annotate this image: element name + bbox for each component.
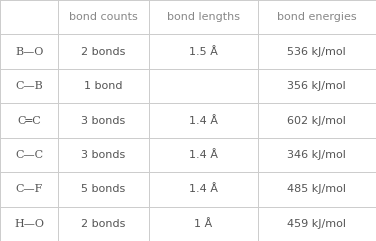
Bar bbox=[58, 103, 149, 138]
Text: 346 kJ/mol: 346 kJ/mol bbox=[287, 150, 346, 160]
Bar bbox=[258, 172, 376, 207]
Text: C═C: C═C bbox=[17, 115, 41, 126]
Bar bbox=[0, 34, 58, 69]
Text: 2 bonds: 2 bonds bbox=[81, 47, 126, 57]
Bar bbox=[58, 0, 149, 34]
Text: H—O: H—O bbox=[14, 219, 44, 229]
Text: bond lengths: bond lengths bbox=[167, 12, 240, 22]
Text: 602 kJ/mol: 602 kJ/mol bbox=[287, 115, 346, 126]
Text: 1.5 Å: 1.5 Å bbox=[189, 47, 217, 57]
Text: 5 bonds: 5 bonds bbox=[81, 184, 126, 194]
Text: 485 kJ/mol: 485 kJ/mol bbox=[287, 184, 346, 194]
Text: 1 bond: 1 bond bbox=[84, 81, 123, 91]
Text: 1.4 Å: 1.4 Å bbox=[188, 184, 218, 194]
Bar bbox=[149, 69, 258, 103]
Text: 2 bonds: 2 bonds bbox=[81, 219, 126, 229]
Bar bbox=[0, 0, 58, 34]
Bar bbox=[258, 138, 376, 172]
Bar bbox=[258, 0, 376, 34]
Text: 459 kJ/mol: 459 kJ/mol bbox=[287, 219, 346, 229]
Bar bbox=[258, 69, 376, 103]
Text: bond energies: bond energies bbox=[277, 12, 356, 22]
Bar bbox=[0, 207, 58, 241]
Bar bbox=[58, 138, 149, 172]
Text: 536 kJ/mol: 536 kJ/mol bbox=[287, 47, 346, 57]
Bar bbox=[149, 172, 258, 207]
Text: 356 kJ/mol: 356 kJ/mol bbox=[287, 81, 346, 91]
Bar bbox=[58, 172, 149, 207]
Bar bbox=[258, 34, 376, 69]
Bar bbox=[258, 207, 376, 241]
Text: C—C: C—C bbox=[15, 150, 43, 160]
Bar bbox=[149, 207, 258, 241]
Text: B—O: B—O bbox=[15, 47, 43, 57]
Bar bbox=[149, 0, 258, 34]
Text: C—F: C—F bbox=[15, 184, 43, 194]
Text: C—B: C—B bbox=[15, 81, 43, 91]
Text: 3 bonds: 3 bonds bbox=[81, 115, 126, 126]
Bar bbox=[149, 34, 258, 69]
Text: bond counts: bond counts bbox=[69, 12, 138, 22]
Bar bbox=[58, 207, 149, 241]
Text: 3 bonds: 3 bonds bbox=[81, 150, 126, 160]
Bar bbox=[0, 138, 58, 172]
Bar bbox=[258, 103, 376, 138]
Bar bbox=[0, 69, 58, 103]
Text: 1.4 Å: 1.4 Å bbox=[188, 150, 218, 160]
Text: 1.4 Å: 1.4 Å bbox=[188, 115, 218, 126]
Text: 1 Å: 1 Å bbox=[194, 219, 212, 229]
Bar bbox=[149, 103, 258, 138]
Bar bbox=[0, 172, 58, 207]
Bar bbox=[149, 138, 258, 172]
Bar bbox=[58, 34, 149, 69]
Bar bbox=[58, 69, 149, 103]
Bar bbox=[0, 103, 58, 138]
